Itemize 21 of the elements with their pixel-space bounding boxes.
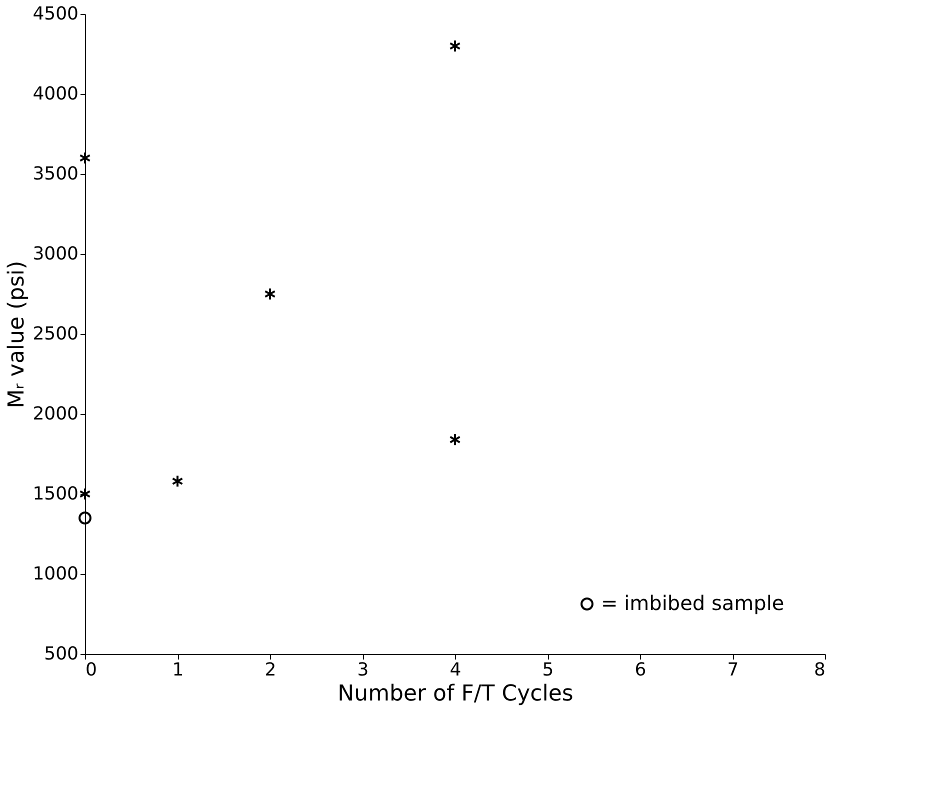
x-tick-label: 5 — [542, 660, 554, 680]
x-tick-label: 8 — [814, 660, 826, 680]
y-tick-label: 1500 — [32, 484, 78, 504]
legend-label: = imbibed sample — [601, 591, 784, 615]
y-tick-label: 2000 — [32, 404, 78, 424]
x-tick-label: 2 — [264, 660, 276, 680]
x-tick-label: 0 — [86, 660, 97, 680]
y-tick-label: 1000 — [32, 564, 78, 584]
y-tick-label: 3500 — [32, 164, 78, 184]
x-tick-label: 1 — [172, 660, 184, 680]
x-axis-title: Number of F/T Cycles — [338, 682, 574, 706]
y-axis-title: Mᵣ value (psi) — [4, 260, 30, 408]
x-tick-label: 3 — [357, 660, 369, 680]
y-tick-label: 4000 — [32, 84, 78, 104]
x-tick-label: 4 — [450, 660, 462, 680]
y-tick-label: 4500 — [32, 4, 78, 24]
x-tick-label: 6 — [634, 660, 646, 680]
y-tick-label: 2500 — [32, 324, 78, 344]
y-tick-label: 3000 — [32, 244, 78, 264]
y-tick-label: 500 — [44, 644, 78, 664]
x-tick-label: 7 — [727, 660, 739, 680]
